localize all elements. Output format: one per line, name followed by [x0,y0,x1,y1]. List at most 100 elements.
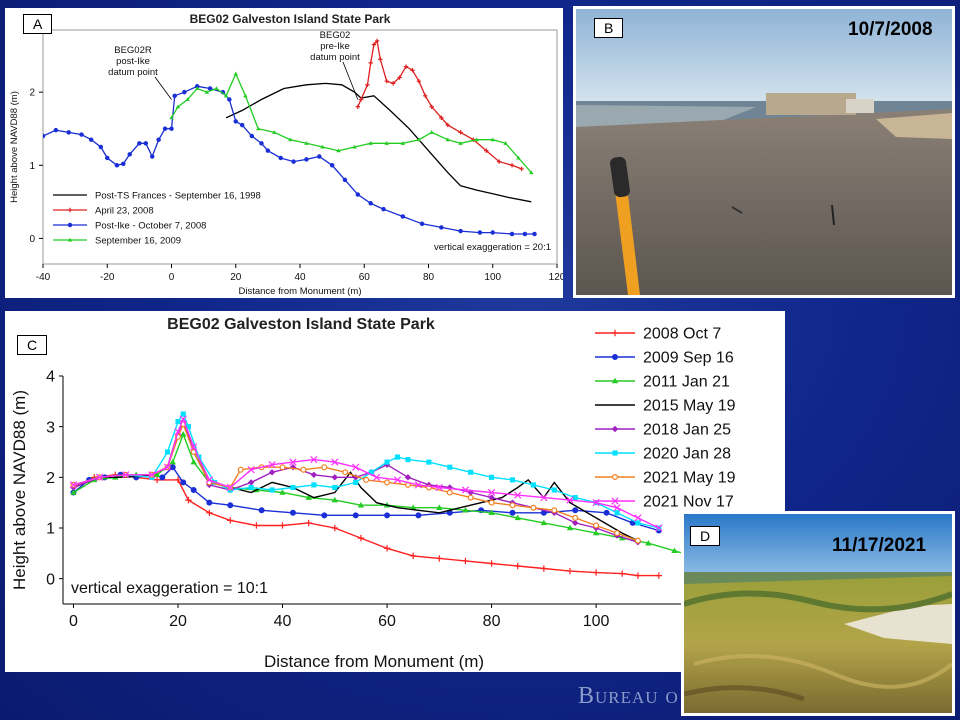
data-point [603,509,610,516]
data-point [487,488,496,497]
data-point [634,537,641,544]
data-point [403,64,409,69]
data-point [429,104,434,109]
data-point [572,514,579,521]
data-point [70,489,77,495]
data-point [368,141,373,145]
legend-swatch-marker [67,237,73,242]
data-point [439,115,444,120]
y-tick-label: 1 [46,521,55,538]
data-point [394,454,401,460]
x-tick-label: 100 [484,272,501,283]
x-tick-label: -40 [36,272,51,283]
data-point [462,507,469,513]
data-point [532,231,537,237]
y-axis-label: Height above NAVD88 (m) [9,91,20,203]
datum-callout-text: BEG02R [114,45,152,56]
data-point [368,201,373,206]
data-point [237,466,244,473]
series-line [170,72,532,174]
data-point [566,496,574,504]
data-point [439,225,444,230]
data-point [182,89,187,95]
data-point [634,572,642,579]
data-point [593,522,600,529]
data-point [530,504,537,511]
data-point [329,163,335,168]
dune-photo-2021 [684,514,952,713]
data-point [410,68,415,73]
data-point [288,137,293,142]
y-tick-label: 0 [29,234,35,245]
series-line [357,39,522,170]
data-point [496,159,502,164]
data-point [88,137,94,142]
data-point [185,424,191,430]
data-point [143,141,149,146]
data-point [180,479,187,486]
data-point [279,522,286,529]
data-point [137,141,142,146]
x-tick-label: 40 [274,613,292,630]
series-line [225,82,532,203]
data-point [645,540,652,546]
data-point [114,163,120,168]
x-tick-label: 20 [169,613,187,630]
data-point [153,476,161,484]
data-point [332,484,338,491]
data-point [522,231,528,237]
data-point [206,499,213,506]
legend-label: 2021 May 19 [643,470,736,487]
data-point [368,60,373,66]
data-point [249,133,255,139]
legend-label: 2021 Nov 17 [643,494,734,511]
data-point [239,122,245,128]
data-point [180,431,187,437]
data-point [516,155,521,160]
data-point [305,519,312,527]
x-tick-label: 60 [359,272,371,283]
data-point [290,484,296,491]
data-point [317,154,322,159]
data-point [400,214,406,219]
data-point [404,474,412,481]
data-point [390,81,396,86]
data-point [269,487,275,493]
y-tick-label: 0 [46,571,55,588]
data-point [227,97,232,102]
data-point [488,499,495,506]
data-point [164,449,171,455]
series-8 [69,415,663,532]
data-point [435,483,443,492]
data-point [265,148,271,153]
data-point [551,487,557,493]
data-point [572,507,579,514]
data-point [592,529,600,536]
data-point [321,512,328,519]
data-point [614,510,620,516]
data-point [214,86,219,91]
x-tick-label: 0 [169,272,175,283]
chart-title: BEG02 Galveston Island State Park [190,12,391,26]
data-point [446,489,453,496]
y-tick-label: 3 [46,419,55,436]
data-point [409,552,417,560]
data-point [153,471,161,478]
data-point [279,489,286,495]
data-point [258,507,265,514]
x-tick-label: 80 [423,272,435,283]
datum-callout-text: pre-Ike [320,41,350,52]
data-point [368,469,374,475]
data-point [458,228,463,234]
chart-title: BEG02 Galveston Island State Park [167,316,435,333]
data-point [69,481,78,489]
data-point [414,481,423,489]
data-point [156,137,161,142]
data-point [514,562,521,570]
data-point [259,141,264,146]
data-point [530,482,536,488]
data-point [572,519,579,527]
y-tick-label: 4 [46,369,55,386]
data-point [342,177,348,183]
data-point [467,494,474,501]
